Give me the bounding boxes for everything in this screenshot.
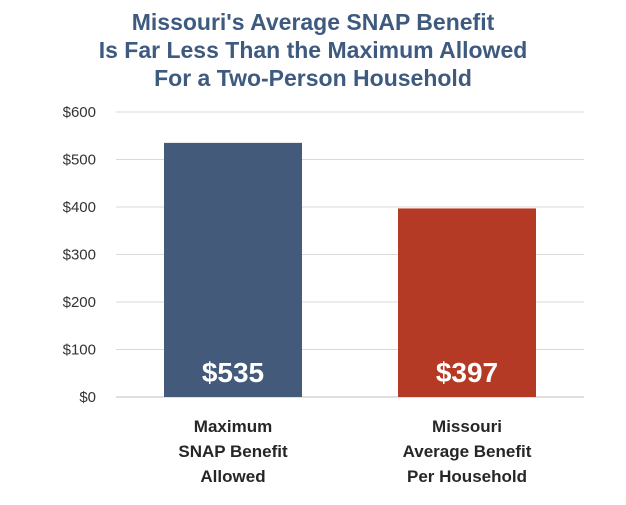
- category-label: SNAP Benefit: [178, 442, 288, 461]
- bar: [164, 142, 302, 397]
- y-tick-label: $0: [79, 389, 96, 406]
- y-tick-label: $500: [63, 152, 96, 169]
- category-label: Average Benefit: [403, 442, 532, 461]
- y-tick-label: $400: [63, 199, 96, 216]
- chart-title-line-3: For a Two-Person Household: [154, 65, 472, 91]
- category-label: Allowed: [200, 467, 265, 486]
- data-label: $397: [436, 357, 498, 388]
- bar: [398, 208, 536, 397]
- category-label: Missouri: [432, 417, 502, 436]
- data-label: $535: [202, 357, 264, 388]
- y-tick-label: $300: [63, 247, 96, 264]
- y-tick-label: $600: [63, 104, 96, 121]
- category-label: Maximum: [194, 417, 272, 436]
- y-tick-label: $100: [63, 342, 96, 359]
- chart-title-line-2: Is Far Less Than the Maximum Allowed: [98, 37, 528, 63]
- chart-title-line-1: Missouri's Average SNAP Benefit: [131, 9, 495, 35]
- chart-title: Missouri's Average SNAP Benefit Is Far L…: [0, 8, 626, 92]
- y-tick-label: $200: [63, 294, 96, 311]
- category-label: Per Household: [407, 467, 527, 486]
